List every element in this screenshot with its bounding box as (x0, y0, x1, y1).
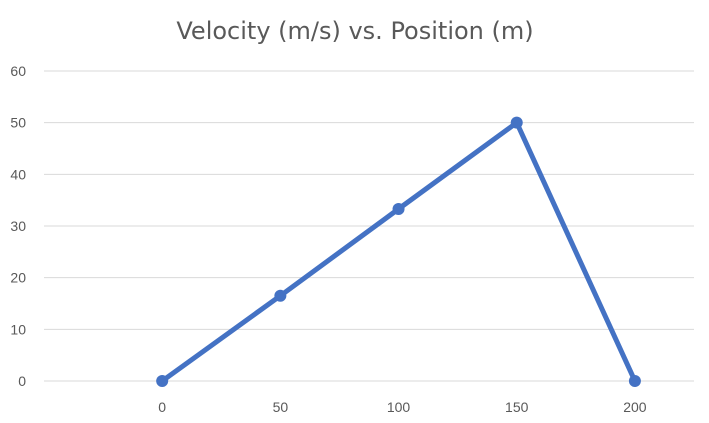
data-point-100 (392, 202, 405, 215)
data-point-150 (510, 116, 523, 129)
y-axis-tick-labels: 0 10 20 30 40 50 60 (10, 63, 26, 389)
y-tick-label: 40 (10, 166, 26, 182)
series-line-1 (159, 120, 638, 384)
gridlines (44, 70, 694, 382)
x-tick-label: 0 (158, 399, 166, 415)
data-point-0 (156, 375, 169, 387)
chart-title: Velocity (m/s) vs. Position (m) (176, 17, 533, 45)
y-tick-label: 60 (10, 63, 26, 79)
x-tick-label: 50 (273, 399, 289, 415)
x-tick-label: 100 (387, 399, 411, 415)
data-point-50 (274, 289, 287, 302)
y-tick-label: 30 (10, 218, 26, 234)
series (156, 116, 641, 387)
x-axis-tick-labels: 0 50 100 150 200 (158, 399, 647, 415)
y-tick-label: 10 (10, 321, 26, 337)
x-tick-label: 150 (505, 399, 529, 415)
y-tick-label: 20 (10, 270, 26, 286)
x-tick-label: 200 (623, 399, 647, 415)
data-point-200 (628, 375, 641, 387)
y-tick-label: 0 (18, 373, 26, 389)
y-tick-label: 50 (10, 115, 26, 131)
